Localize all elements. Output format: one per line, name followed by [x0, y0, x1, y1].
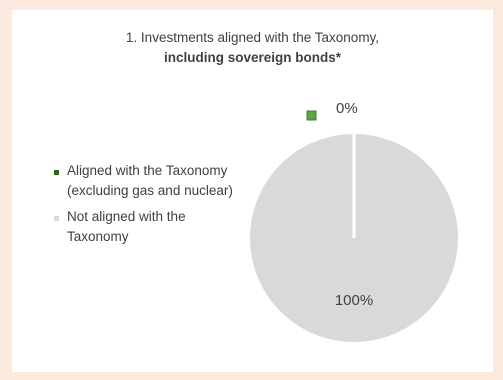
legend-item-aligned: Aligned with the Taxonomy (excluding gas…: [52, 161, 242, 201]
legend-item-not-aligned: Not aligned with the Taxonomy: [52, 207, 242, 247]
data-label-aligned: 0%: [336, 100, 358, 117]
chart-subtitle: including sovereign bonds*: [163, 50, 342, 65]
chart-card: 1. Investments aligned with the Taxonomy…: [12, 10, 493, 372]
legend-label-aligned: Aligned with the Taxonomy (excluding gas…: [67, 163, 233, 198]
chart-title-line1: 1. Investments aligned with the Taxonomy…: [125, 30, 380, 45]
pie-slices: [250, 134, 458, 342]
chart-legend: Aligned with the Taxonomy (excluding gas…: [52, 161, 242, 247]
data-label-not-aligned: 100%: [335, 292, 373, 309]
chart-title: 1. Investments aligned with the Taxonomy…: [12, 28, 493, 68]
legend-swatch-aligned: [54, 170, 59, 175]
pie-chart: 0% 100%: [250, 100, 458, 342]
legend-label-not-aligned: Not aligned with the Taxonomy: [67, 209, 186, 244]
legend-swatch-not-aligned: [54, 216, 59, 221]
data-label-marker: [306, 110, 317, 121]
